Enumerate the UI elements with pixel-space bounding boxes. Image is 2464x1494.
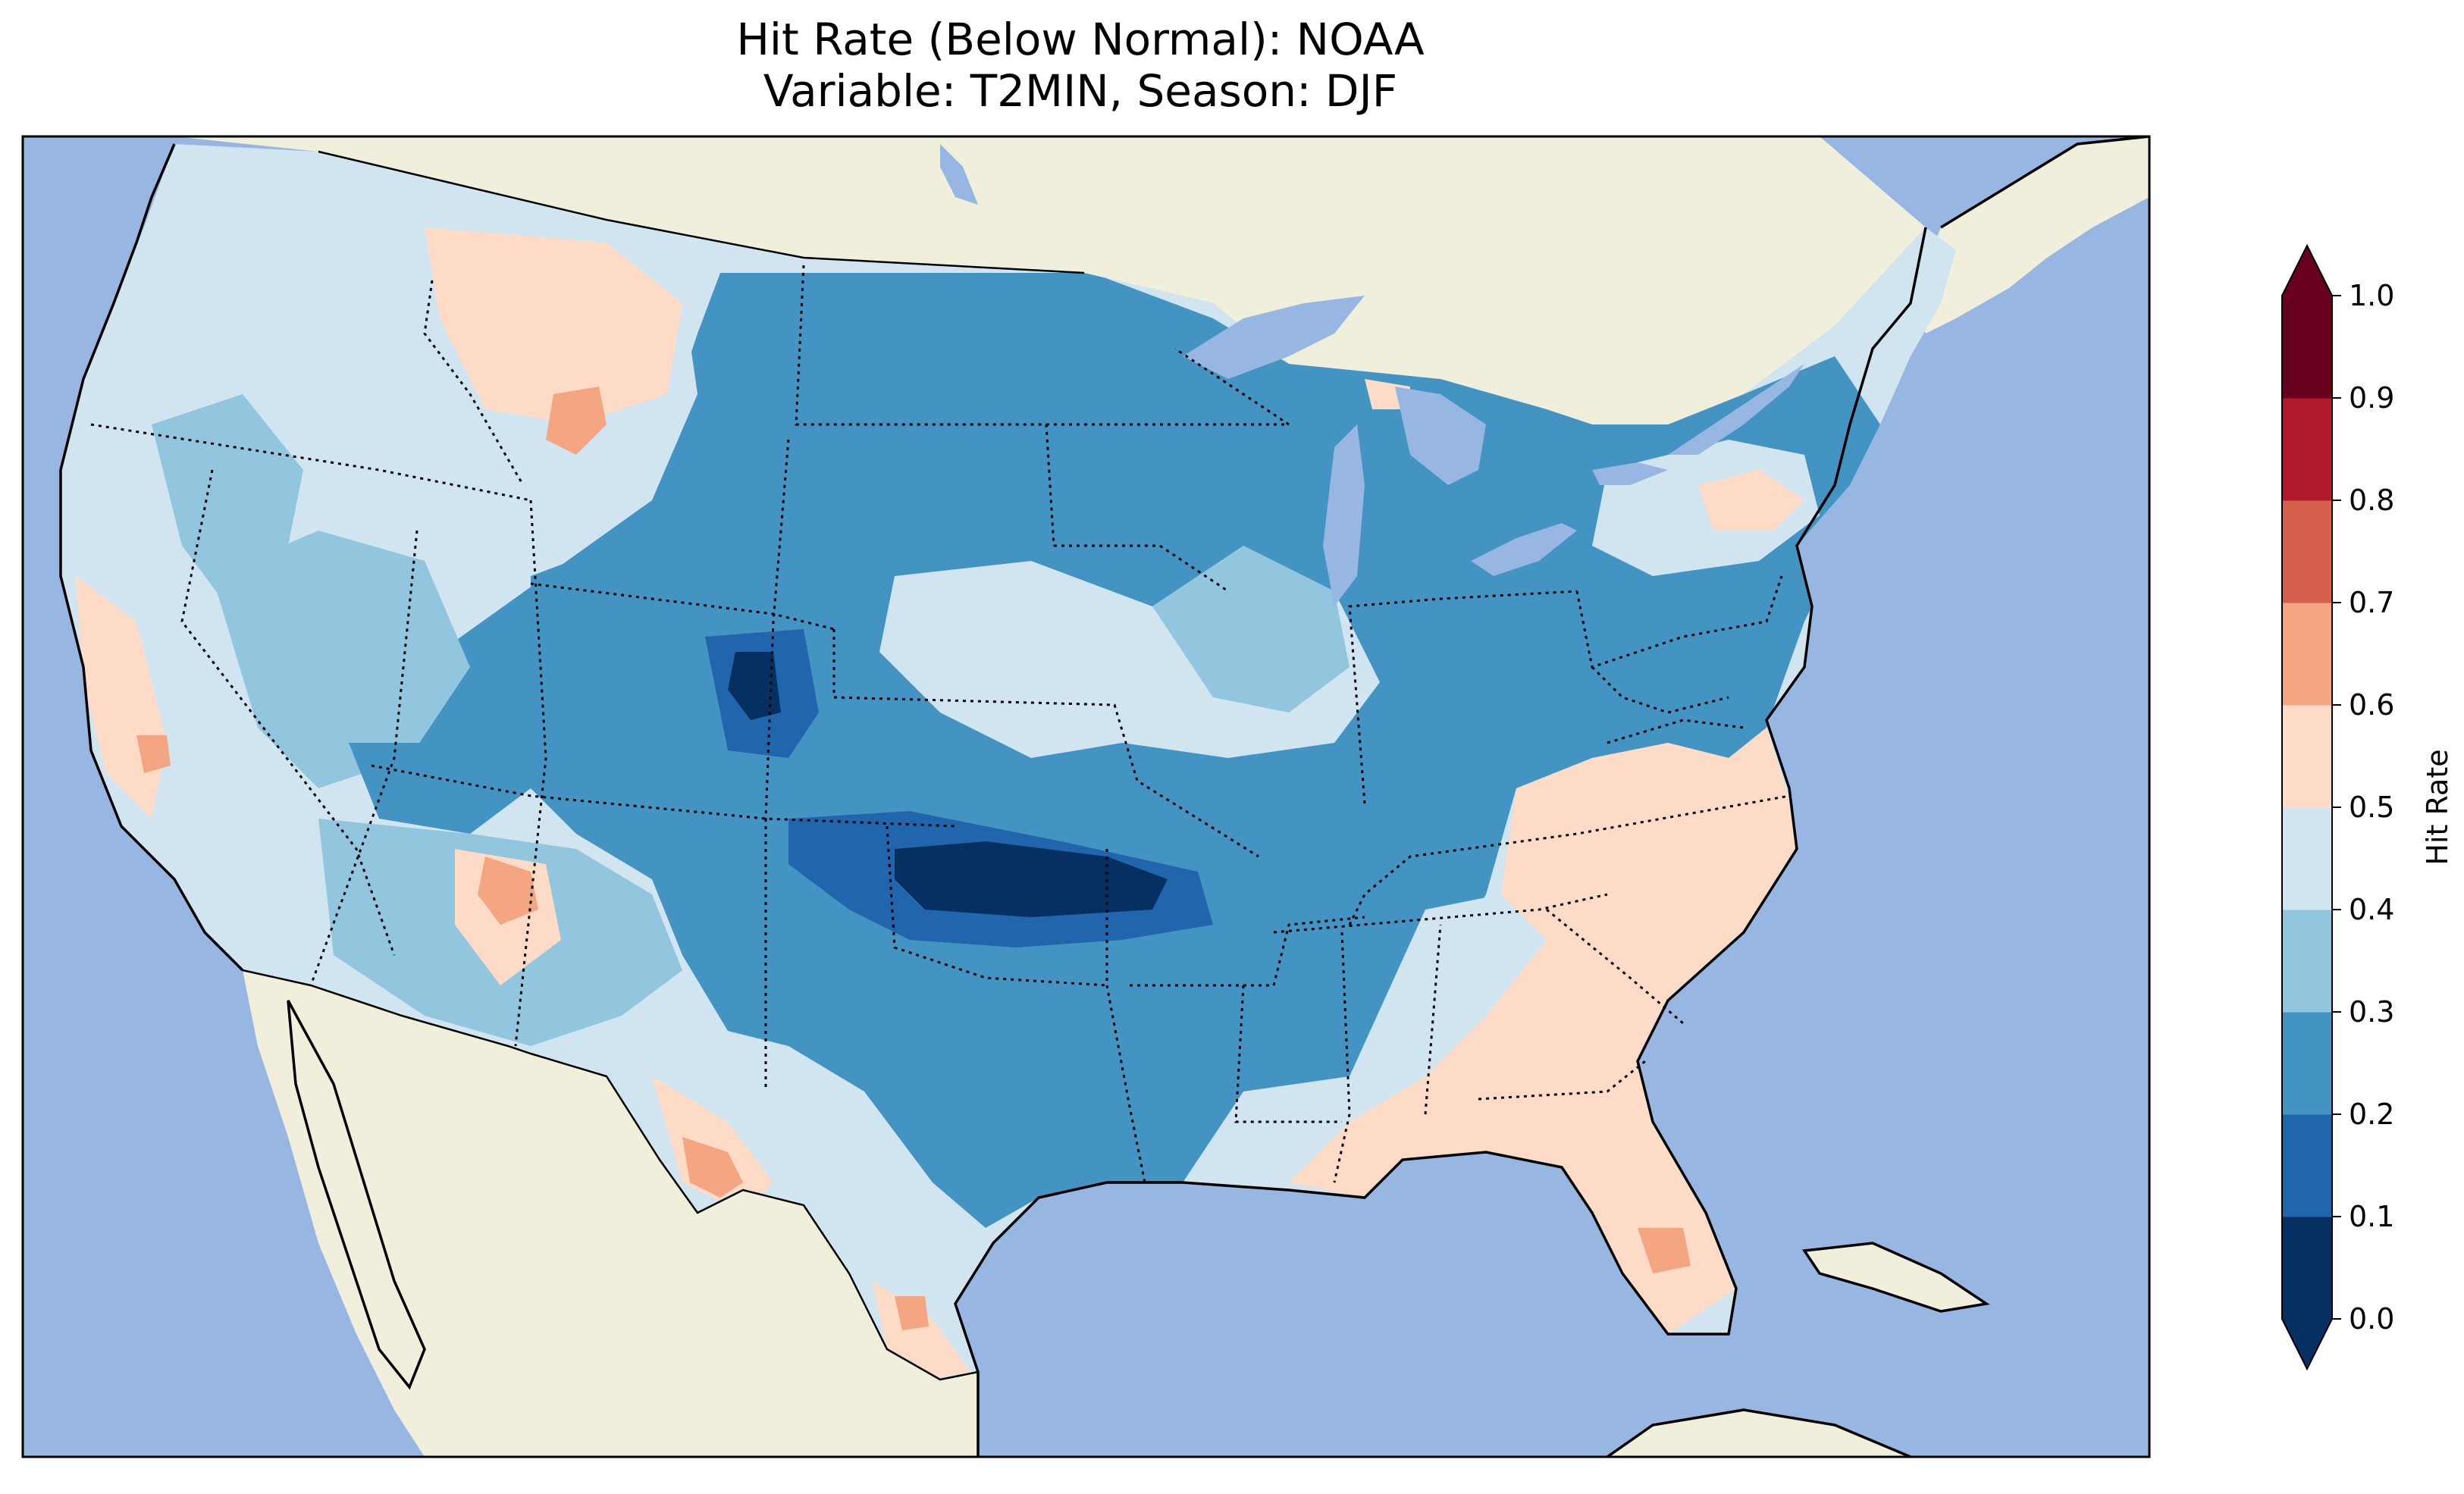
lake-winnipeg [940,144,978,205]
region-tx-pink [652,1076,773,1213]
region-nv-hotspot [478,857,538,925]
title-line-2: Variable: T2MIN, Season: DJF [763,65,1398,117]
colorbar-bin-6 [2282,603,2332,706]
region-ne-pink [1698,470,1804,531]
colorbar-tick-label: 0.4 [2349,893,2394,926]
yucatan-land [1607,1410,1911,1457]
cuba-land [1804,1243,1986,1311]
colorbar-extend-max [2282,246,2332,296]
colorbar-tick-label: 1.0 [2349,279,2394,312]
canada-land [174,136,1926,424]
lake-michigan [1323,424,1365,606]
region-stx-hotspot [895,1296,929,1330]
st-lawrence [1668,364,1804,455]
region-southeast-light [1289,894,1547,1152]
region-basin-blue [212,531,470,788]
colorbar-bin-5 [2282,705,2332,808]
state-borders [90,265,1790,1183]
colorbar-bin-8 [2282,398,2332,501]
colorbar-tick-label: 0.5 [2349,791,2394,824]
colorbar-tick-label: 0.1 [2349,1200,2394,1233]
lake-erie [1471,523,1577,576]
region-southeast [1289,728,1804,1334]
colorbar-tick-label: 0.6 [2349,688,2394,722]
region-idaho-hotspot [546,387,607,455]
region-ok-core [895,841,1168,917]
region-colorado-core [728,652,781,720]
lake-superior [1183,296,1365,379]
colorbar-bin-2 [2282,1012,2332,1115]
coastlines [59,136,2149,1457]
colorbar-extend-min [2282,1319,2332,1369]
colorbar-tick-label: 0.3 [2349,995,2394,1029]
lake-huron [1395,387,1486,485]
colorbar-bin-0 [2282,1217,2332,1320]
region-central-light-2 [1152,546,1350,713]
title-line-1: Hit Rate (Below Normal): NOAA [736,14,1425,65]
region-plains [364,273,1880,1228]
region-northwest-pink [425,227,682,424]
colorbar-bin-1 [2282,1114,2332,1217]
colorbar-bin-7 [2282,500,2332,603]
lake-ontario [1592,462,1668,485]
colorbar-tick-label: 0.8 [2349,484,2394,517]
map-frame [21,135,2151,1458]
colorbar-tick-label: 0.7 [2349,586,2394,619]
baja-land [288,1001,425,1387]
colorbar-tick-label: 0.9 [2349,381,2394,415]
country-borders [242,150,1085,1381]
maritimes-land [1911,136,2149,334]
colorbar-label: Hit Rate [2421,749,2454,865]
region-wtx-hotspot [682,1137,743,1198]
colorbar-bin-3 [2282,910,2332,1013]
colorbar-tick-label: 0.0 [2349,1302,2394,1336]
colorbar-tick-label: 0.2 [2349,1098,2394,1131]
mexico-land [243,970,978,1457]
region-fl-hotspot [1638,1228,1691,1273]
colorbar-bin-9 [2282,296,2332,399]
region-wy-blue [349,743,531,834]
region-ca-hotspot [136,735,171,773]
great-lakes [940,144,1804,606]
colorbar-bin-4 [2282,807,2332,910]
